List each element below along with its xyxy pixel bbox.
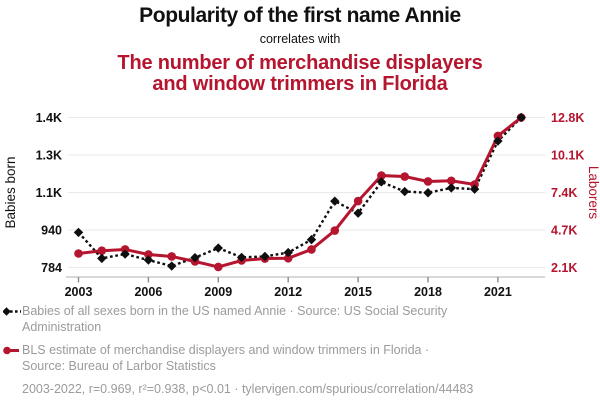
x-tick-label: 2003: [65, 285, 93, 299]
left-axis: 1.4K 1.3K 1.1K 940 784 Babies born: [3, 111, 62, 275]
secondary-title-line1: The number of merchandise displayers: [117, 52, 483, 74]
secondary-title: The number of merchandise displayers and…: [0, 53, 600, 95]
left-tick-label: 784: [41, 261, 62, 275]
legend: Babies of all sexes born in the US named…: [2, 304, 578, 398]
right-axis-title: Laborers: [586, 166, 600, 220]
left-tick-label: 940: [41, 224, 62, 238]
data-point-circle: [423, 177, 433, 186]
left-tick-label: 1.4K: [36, 111, 62, 125]
right-tick-label: 4.7K: [551, 224, 577, 238]
left-tick-label: 1.1K: [36, 186, 62, 200]
data-point-diamond: [446, 183, 456, 193]
x-tick-label: 2018: [414, 285, 442, 299]
legend-annie-line1: Babies of all sexes born in the US named…: [22, 304, 448, 318]
right-tick-label: 10.1K: [551, 149, 584, 163]
data-point-diamond: [120, 249, 130, 259]
data-point-diamond: [190, 252, 200, 263]
data-point-diamond: [376, 177, 387, 187]
data-point-circle: [493, 131, 503, 141]
data-point-diamond: [330, 196, 340, 206]
data-point-circle: [447, 176, 456, 186]
legend-entry-annie-text: Babies of all sexes born in the US named…: [22, 304, 447, 335]
stats-footer: 2003-2022, r=0.969, r²=0.938, p<0.01 · t…: [22, 382, 474, 396]
correlates-with-label: correlates with: [259, 32, 341, 46]
legend-entry-laborers-text: BLS estimate of merchandise displayers a…: [22, 343, 429, 374]
data-point-circle: [353, 196, 363, 206]
data-point-diamond: [260, 251, 270, 262]
annie-babies-markers: [73, 112, 526, 271]
x-tick-label: 2021: [484, 285, 512, 299]
x-tick-label: 2006: [134, 285, 162, 299]
data-point-diamond: [143, 255, 154, 265]
legend-laborers-line2: Source: Bureau of Larbor Statistics: [22, 358, 216, 373]
data-point-diamond: [516, 112, 526, 123]
data-point-diamond: [469, 184, 480, 194]
data-point-circle: [144, 250, 153, 259]
data-point-diamond: [213, 243, 223, 253]
right-tick-label: 7.4K: [551, 186, 577, 200]
gridlines: [68, 117, 545, 268]
legend-laborers-line1: BLS estimate of merchandise displayers a…: [22, 343, 430, 357]
data-point-diamond: [167, 261, 177, 271]
data-point-diamond: [73, 227, 84, 238]
data-point-diamond: [236, 252, 247, 263]
data-point-diamond: [306, 234, 317, 245]
x-axis: 2003 2006 2009 2012 2015 2018 2021: [65, 276, 545, 299]
data-point-circle: [283, 253, 293, 263]
legend-entry-annie: Babies of all sexes born in the US named…: [2, 304, 578, 335]
data-point-circle: [97, 246, 107, 256]
data-point-circle: [167, 252, 176, 261]
data-point-circle: [214, 262, 223, 272]
right-axis: 12.8K 10.1K 7.4K 4.7K 2.1K Laborers: [551, 111, 600, 275]
data-point-circle: [330, 226, 340, 235]
data-point-diamond: [423, 188, 433, 198]
legend-annie-line2: Administration: [22, 319, 102, 334]
circle-solid-marker-icon: [3, 343, 22, 374]
x-tick-label: 2012: [274, 285, 302, 299]
data-point-diamond: [493, 136, 503, 146]
chart-svg: 2003 2006 2009 2012 2015 2018 2021 1.4K 1.3K 1.1K…: [3, 111, 600, 299]
data-point-diamond: [400, 186, 410, 197]
legend-entry-laborers: BLS estimate of merchandise displayers a…: [3, 343, 578, 374]
data-point-diamond: [97, 253, 107, 264]
data-point-circle: [74, 249, 83, 258]
data-point-circle: [400, 172, 410, 181]
left-axis-title: Babies born: [3, 156, 18, 228]
data-point-diamond: [353, 208, 363, 218]
right-tick-label: 12.8K: [551, 111, 584, 125]
secondary-title-line2: and window trimmers in Florida: [152, 73, 448, 95]
left-tick-label: 1.3K: [36, 149, 62, 163]
diamond-dashed-marker-icon: [2, 304, 22, 335]
data-point-circle: [307, 245, 316, 254]
x-tick-label: 2009: [204, 285, 232, 299]
data-point-circle: [377, 171, 386, 180]
right-tick-label: 2.1K: [551, 261, 577, 275]
x-tick-label: 2015: [344, 285, 372, 299]
page-title: Popularity of the first name Annie: [139, 4, 461, 27]
data-point-diamond: [283, 247, 293, 258]
annie-babies-line: [77, 116, 523, 268]
